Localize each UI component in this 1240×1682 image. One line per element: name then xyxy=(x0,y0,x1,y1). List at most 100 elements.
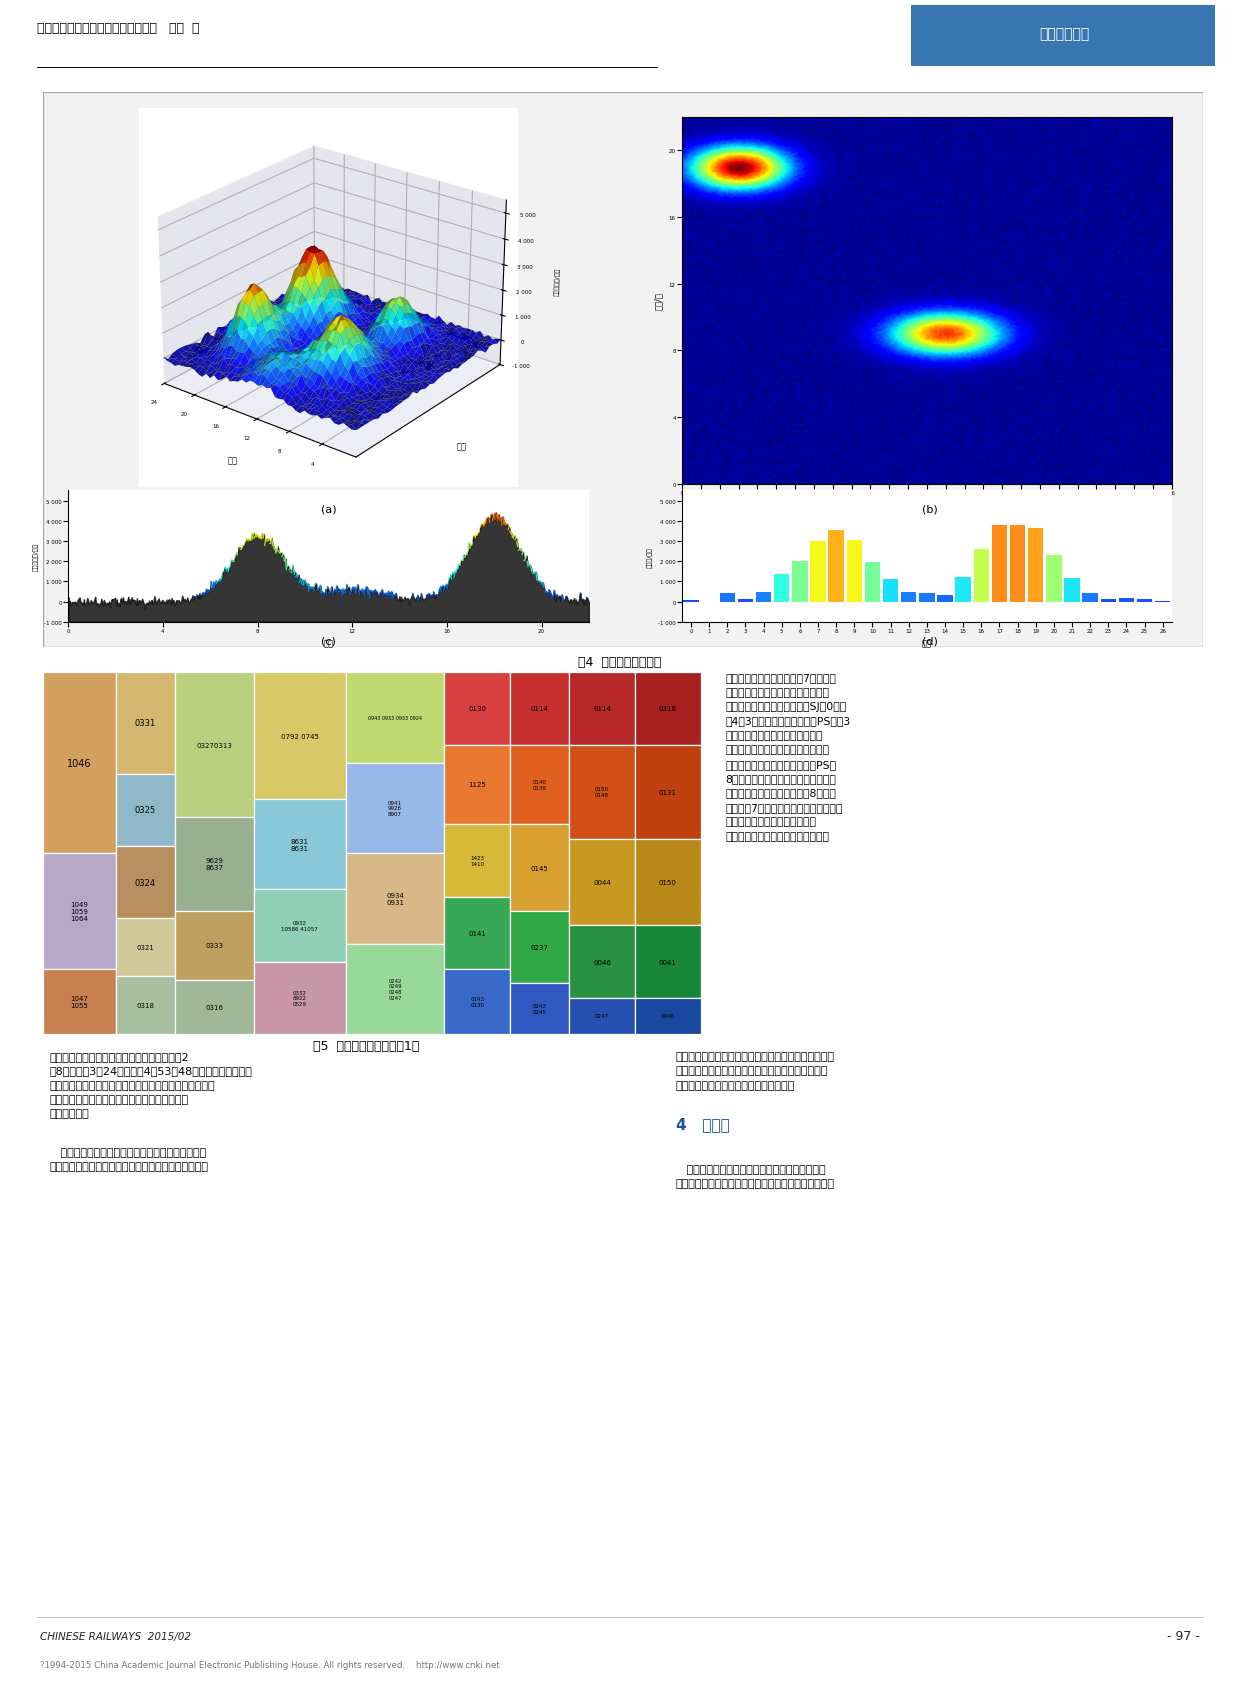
Bar xyxy=(883,580,898,602)
Bar xyxy=(992,525,1007,602)
Text: 0114: 0114 xyxy=(531,706,548,711)
Bar xyxy=(444,969,510,1034)
Text: 0943 0933 0933 0924: 0943 0933 0933 0924 xyxy=(368,715,422,720)
X-axis label: 时间: 时间 xyxy=(227,456,237,464)
Text: (a): (a) xyxy=(321,505,336,515)
Bar xyxy=(635,673,701,745)
Bar xyxy=(510,984,569,1034)
X-axis label: 断面: 断面 xyxy=(921,639,932,648)
Bar xyxy=(828,532,844,602)
Y-axis label: 客流量/人次: 客流量/人次 xyxy=(647,547,652,567)
Text: 0150: 0150 xyxy=(658,880,677,885)
Text: 0332
8922
0529: 0332 8922 0529 xyxy=(293,991,306,1006)
Text: 0792 0745: 0792 0745 xyxy=(280,733,319,738)
Text: 口成，有利于口乘站工作人员口据口客流分布及分析，
口行口乘客流口口作口。口泡沫口口可提供人机交互
功能，便于自行口口口乘客流口行口看。: 口成，有利于口乘站工作人员口据口客流分布及分析， 口行口乘客流口口作口。口泡沫口… xyxy=(676,1051,835,1090)
Bar xyxy=(719,594,735,602)
Text: 0046: 0046 xyxy=(593,959,611,965)
Bar xyxy=(510,745,569,824)
Bar xyxy=(774,575,790,602)
Bar xyxy=(175,981,254,1034)
FancyBboxPatch shape xyxy=(43,93,1203,648)
Bar xyxy=(346,854,444,944)
Bar xyxy=(1047,557,1061,602)
Y-axis label: 断面: 断面 xyxy=(456,442,467,451)
Text: 03270313: 03270313 xyxy=(196,742,232,748)
Text: 轨道交通网口客流大数据可口化研究   李口  等: 轨道交通网口客流大数据可口化研究 李口 等 xyxy=(37,22,200,35)
Text: 0932
10586 41057: 0932 10586 41057 xyxy=(281,920,319,932)
Bar xyxy=(569,925,635,999)
Bar xyxy=(569,673,635,745)
Text: 0242
0249
0248
0247: 0242 0249 0248 0247 xyxy=(388,977,402,1001)
Bar xyxy=(937,595,952,602)
Text: 流化可分口口乘站内口接的口路之相互口量（2
口8个方向、3口24个方向、4口53个48个方向）。因此需要
将口乘站、客流种口和口口口合口，构成多口数据展示，
从: 流化可分口口乘站内口接的口路之相互口量（2 口8个方向、3口24个方向、4口53… xyxy=(50,1051,253,1119)
Text: 0247: 0247 xyxy=(595,1014,609,1019)
Y-axis label: 断面客流量/人次: 断面客流量/人次 xyxy=(33,543,38,570)
Bar xyxy=(1064,579,1080,602)
Text: 0333: 0333 xyxy=(206,944,223,949)
Text: 图4  断面客流时空分布: 图4 断面客流时空分布 xyxy=(578,656,662,669)
Bar xyxy=(510,673,569,745)
Bar xyxy=(635,925,701,999)
Bar xyxy=(956,579,971,602)
Bar xyxy=(510,824,569,912)
Bar xyxy=(115,846,175,918)
Bar xyxy=(254,890,346,962)
Text: 0140
0138: 0140 0138 xyxy=(533,779,547,791)
Bar xyxy=(43,969,115,1034)
Bar xyxy=(811,542,826,602)
Bar xyxy=(792,562,807,602)
Bar xyxy=(1028,528,1043,602)
Text: 0941
9928
8907: 0941 9928 8907 xyxy=(388,801,402,817)
Text: 0324: 0324 xyxy=(135,878,156,886)
Bar xyxy=(738,600,753,602)
Bar xyxy=(635,839,701,925)
Bar xyxy=(254,799,346,890)
Bar xyxy=(254,962,346,1034)
Text: 0141: 0141 xyxy=(469,930,486,937)
Text: 0143
0130: 0143 0130 xyxy=(470,996,484,1008)
Text: 0934
0931: 0934 0931 xyxy=(386,893,404,905)
Text: 0145: 0145 xyxy=(531,865,548,871)
X-axis label: 断面: 断面 xyxy=(921,501,932,510)
Text: 1125: 1125 xyxy=(469,782,486,787)
Text: CHINESE RAILWAYS  2015/02: CHINESE RAILWAYS 2015/02 xyxy=(40,1630,191,1640)
Bar xyxy=(1137,600,1152,602)
Text: 0114: 0114 xyxy=(593,706,611,711)
Bar xyxy=(510,912,569,984)
Text: 0318: 0318 xyxy=(136,1002,154,1009)
Bar xyxy=(1009,526,1025,602)
Bar xyxy=(115,977,175,1034)
Text: 0243
0245: 0243 0245 xyxy=(533,1004,547,1014)
Bar xyxy=(254,673,346,799)
Text: 1423
1410: 1423 1410 xyxy=(470,856,484,866)
Bar xyxy=(346,764,444,854)
Text: 9629
8637: 9629 8637 xyxy=(206,858,223,871)
Text: 0044: 0044 xyxy=(593,880,611,885)
Y-axis label: 时间/时: 时间/时 xyxy=(655,293,663,309)
X-axis label: 时间: 时间 xyxy=(324,639,334,648)
Bar xyxy=(919,594,935,602)
Text: 1046: 1046 xyxy=(67,759,92,769)
Text: (c): (c) xyxy=(321,636,336,646)
Text: 0046: 0046 xyxy=(661,1014,675,1019)
Bar xyxy=(756,592,771,602)
Text: 0325: 0325 xyxy=(135,806,156,814)
Text: - 97 -: - 97 - xyxy=(1167,1630,1200,1642)
Text: 0150
0148: 0150 0148 xyxy=(595,787,609,797)
Bar xyxy=(444,673,510,745)
Bar xyxy=(444,824,510,897)
Text: 图5  车站客流分析（方式1）: 图5 车站客流分析（方式1） xyxy=(312,1039,419,1053)
Bar xyxy=(444,897,510,969)
Bar xyxy=(635,745,701,839)
Bar xyxy=(115,673,175,774)
Text: 8631
8631: 8631 8631 xyxy=(290,838,309,851)
Text: 0321: 0321 xyxy=(136,945,154,950)
Bar xyxy=(1083,594,1097,602)
Text: 城市口道交通: 城市口道交通 xyxy=(1039,27,1089,40)
Bar xyxy=(175,912,254,981)
Bar xyxy=(635,999,701,1034)
Bar xyxy=(346,944,444,1034)
Text: 1049
1059
1064: 1049 1059 1064 xyxy=(71,902,88,922)
Bar xyxy=(175,817,254,912)
Text: 0041: 0041 xyxy=(658,959,677,965)
